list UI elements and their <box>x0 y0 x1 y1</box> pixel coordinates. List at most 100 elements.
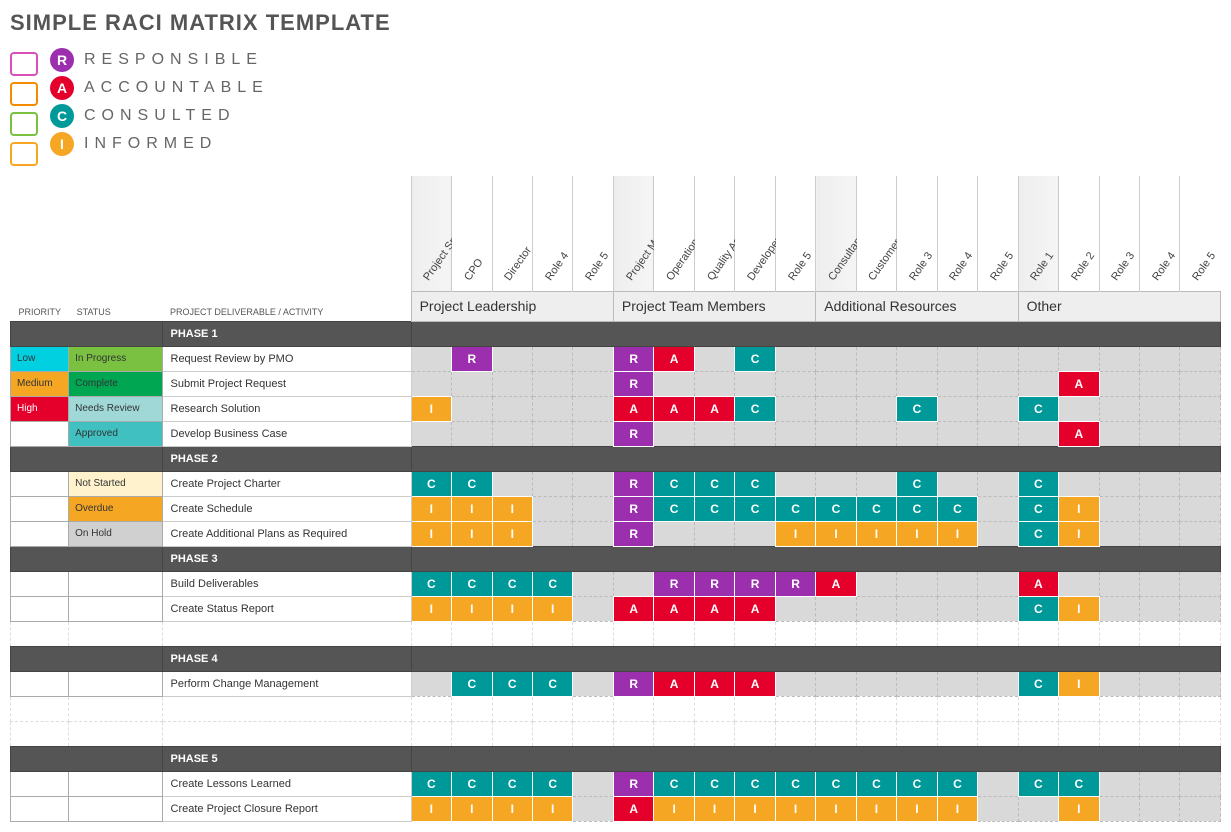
raci-cell: I <box>816 521 856 546</box>
raci-cell: C <box>411 471 451 496</box>
activity-cell: Research Solution <box>162 396 411 421</box>
legend-icon <box>10 82 38 106</box>
raci-cell: I <box>735 796 775 821</box>
phase-header: PHASE 1 <box>162 321 411 346</box>
role-label: Role 5 <box>1191 250 1219 283</box>
raci-cell <box>1180 421 1221 446</box>
activity-cell: Perform Change Management <box>162 671 411 696</box>
raci-cell <box>978 671 1018 696</box>
raci-cell <box>492 471 532 496</box>
legend-row: RRESPONSIBLE <box>50 48 269 72</box>
legend-badge: C <box>50 104 74 128</box>
raci-cell <box>1180 396 1221 421</box>
raci-cell: A <box>694 596 734 621</box>
status-cell <box>69 771 162 796</box>
raci-cell <box>1140 596 1180 621</box>
raci-cell <box>1140 571 1180 596</box>
raci-cell <box>1099 471 1139 496</box>
raci-cell <box>816 596 856 621</box>
raci-cell: A <box>613 396 653 421</box>
raci-cell: A <box>816 571 856 596</box>
raci-cell <box>573 796 613 821</box>
raci-cell <box>411 671 451 696</box>
raci-cell: C <box>1018 671 1058 696</box>
raci-cell <box>573 496 613 521</box>
raci-cell: C <box>897 771 937 796</box>
role-header: Role 4 <box>1140 176 1180 291</box>
raci-cell: R <box>613 346 653 371</box>
role-header: Quality Assurance <box>694 176 734 291</box>
raci-cell <box>775 396 815 421</box>
raci-cell: C <box>1018 471 1058 496</box>
raci-cell <box>1099 521 1139 546</box>
raci-cell <box>573 596 613 621</box>
raci-cell <box>1059 571 1099 596</box>
raci-cell: C <box>411 771 451 796</box>
raci-cell <box>532 471 572 496</box>
raci-cell <box>1140 796 1180 821</box>
raci-cell <box>492 346 532 371</box>
legend-badge: I <box>50 132 74 156</box>
raci-cell: I <box>694 796 734 821</box>
raci-cell: A <box>735 596 775 621</box>
raci-cell: R <box>613 471 653 496</box>
raci-cell <box>573 771 613 796</box>
priority-cell <box>11 571 69 596</box>
raci-cell <box>532 421 572 446</box>
raci-cell <box>1099 596 1139 621</box>
raci-cell: I <box>775 796 815 821</box>
raci-cell: I <box>816 796 856 821</box>
raci-cell: C <box>694 496 734 521</box>
role-label: Role 4 <box>543 250 571 283</box>
raci-cell: I <box>775 521 815 546</box>
raci-cell: I <box>1059 521 1099 546</box>
raci-cell <box>613 571 653 596</box>
raci-cell <box>694 346 734 371</box>
raci-cell: I <box>452 521 492 546</box>
status-cell <box>69 796 162 821</box>
legend-icon <box>10 112 38 136</box>
raci-cell: I <box>532 796 572 821</box>
raci-cell: C <box>1018 496 1058 521</box>
raci-cell <box>1140 346 1180 371</box>
activity-cell: Request Review by PMO <box>162 346 411 371</box>
raci-cell <box>411 421 451 446</box>
raci-cell <box>937 346 977 371</box>
raci-cell <box>1099 371 1139 396</box>
raci-cell <box>978 496 1018 521</box>
priority-cell <box>11 771 69 796</box>
priority-cell <box>11 796 69 821</box>
role-header: Role 5 <box>573 176 613 291</box>
raci-cell: R <box>775 571 815 596</box>
raci-cell <box>937 596 977 621</box>
role-header: Project Sponsor <box>411 176 451 291</box>
raci-cell <box>937 571 977 596</box>
activity-cell: Create Additional Plans as Required <box>162 521 411 546</box>
raci-cell <box>937 471 977 496</box>
raci-cell: C <box>735 496 775 521</box>
raci-cell <box>1018 346 1058 371</box>
activity-cell: Create Status Report <box>162 596 411 621</box>
raci-cell <box>775 346 815 371</box>
raci-cell: C <box>816 771 856 796</box>
raci-cell <box>573 396 613 421</box>
legend-badge: R <box>50 48 74 72</box>
raci-cell: C <box>452 571 492 596</box>
raci-cell: C <box>694 471 734 496</box>
raci-cell <box>897 421 937 446</box>
raci-cell <box>1099 771 1139 796</box>
raci-cell <box>694 371 734 396</box>
raci-cell: R <box>694 571 734 596</box>
legend-icon <box>10 142 38 166</box>
raci-cell <box>897 371 937 396</box>
status-cell: Overdue <box>69 496 162 521</box>
raci-cell <box>532 396 572 421</box>
raci-cell <box>1180 496 1221 521</box>
status-cell: Needs Review <box>69 396 162 421</box>
legend-label: CONSULTED <box>84 107 236 125</box>
raci-cell: I <box>1059 496 1099 521</box>
raci-cell <box>816 471 856 496</box>
raci-cell: A <box>694 396 734 421</box>
legend-icon <box>10 52 38 76</box>
raci-cell: I <box>452 496 492 521</box>
